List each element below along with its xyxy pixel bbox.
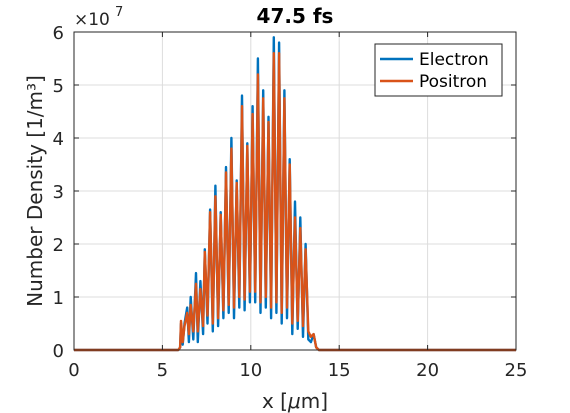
x-tick-label: 20 [416, 360, 439, 381]
x-tick-label: 25 [505, 360, 528, 381]
y-tick-label: 1 [53, 288, 64, 309]
x-tick-label: 5 [157, 360, 168, 381]
y-multiplier-exponent: 7 [115, 5, 123, 20]
y-tick-label: 2 [53, 235, 64, 256]
x-tick-label: 0 [68, 360, 79, 381]
y-tick-label: 5 [53, 76, 64, 97]
legend-box [374, 43, 503, 97]
x-axis-label: x [μm] [262, 389, 328, 413]
y-multiplier-base: ×10 [74, 10, 110, 30]
y-tick-label: 0 [53, 341, 64, 362]
y-axis-label: Number Density [1/m³] [23, 75, 47, 307]
x-tick-label: 15 [328, 360, 351, 381]
y-tick-label: 4 [53, 129, 64, 150]
y-tick-label: 6 [53, 23, 64, 44]
chart-title: 47.5 fs [257, 4, 334, 28]
y-axis-multiplier: ×10 7 [74, 5, 123, 30]
series-lines [74, 36, 516, 352]
legend-label-electron: Electron [419, 50, 489, 70]
tick-labels: 0 5 10 15 20 25 0 1 2 3 4 5 6 [53, 23, 528, 381]
x-tick-label: 10 [239, 360, 262, 381]
ticks [73, 31, 517, 351]
y-tick-label: 3 [53, 182, 64, 203]
legend-label-positron: Positron [419, 72, 487, 92]
series-line-positron [74, 52, 516, 352]
